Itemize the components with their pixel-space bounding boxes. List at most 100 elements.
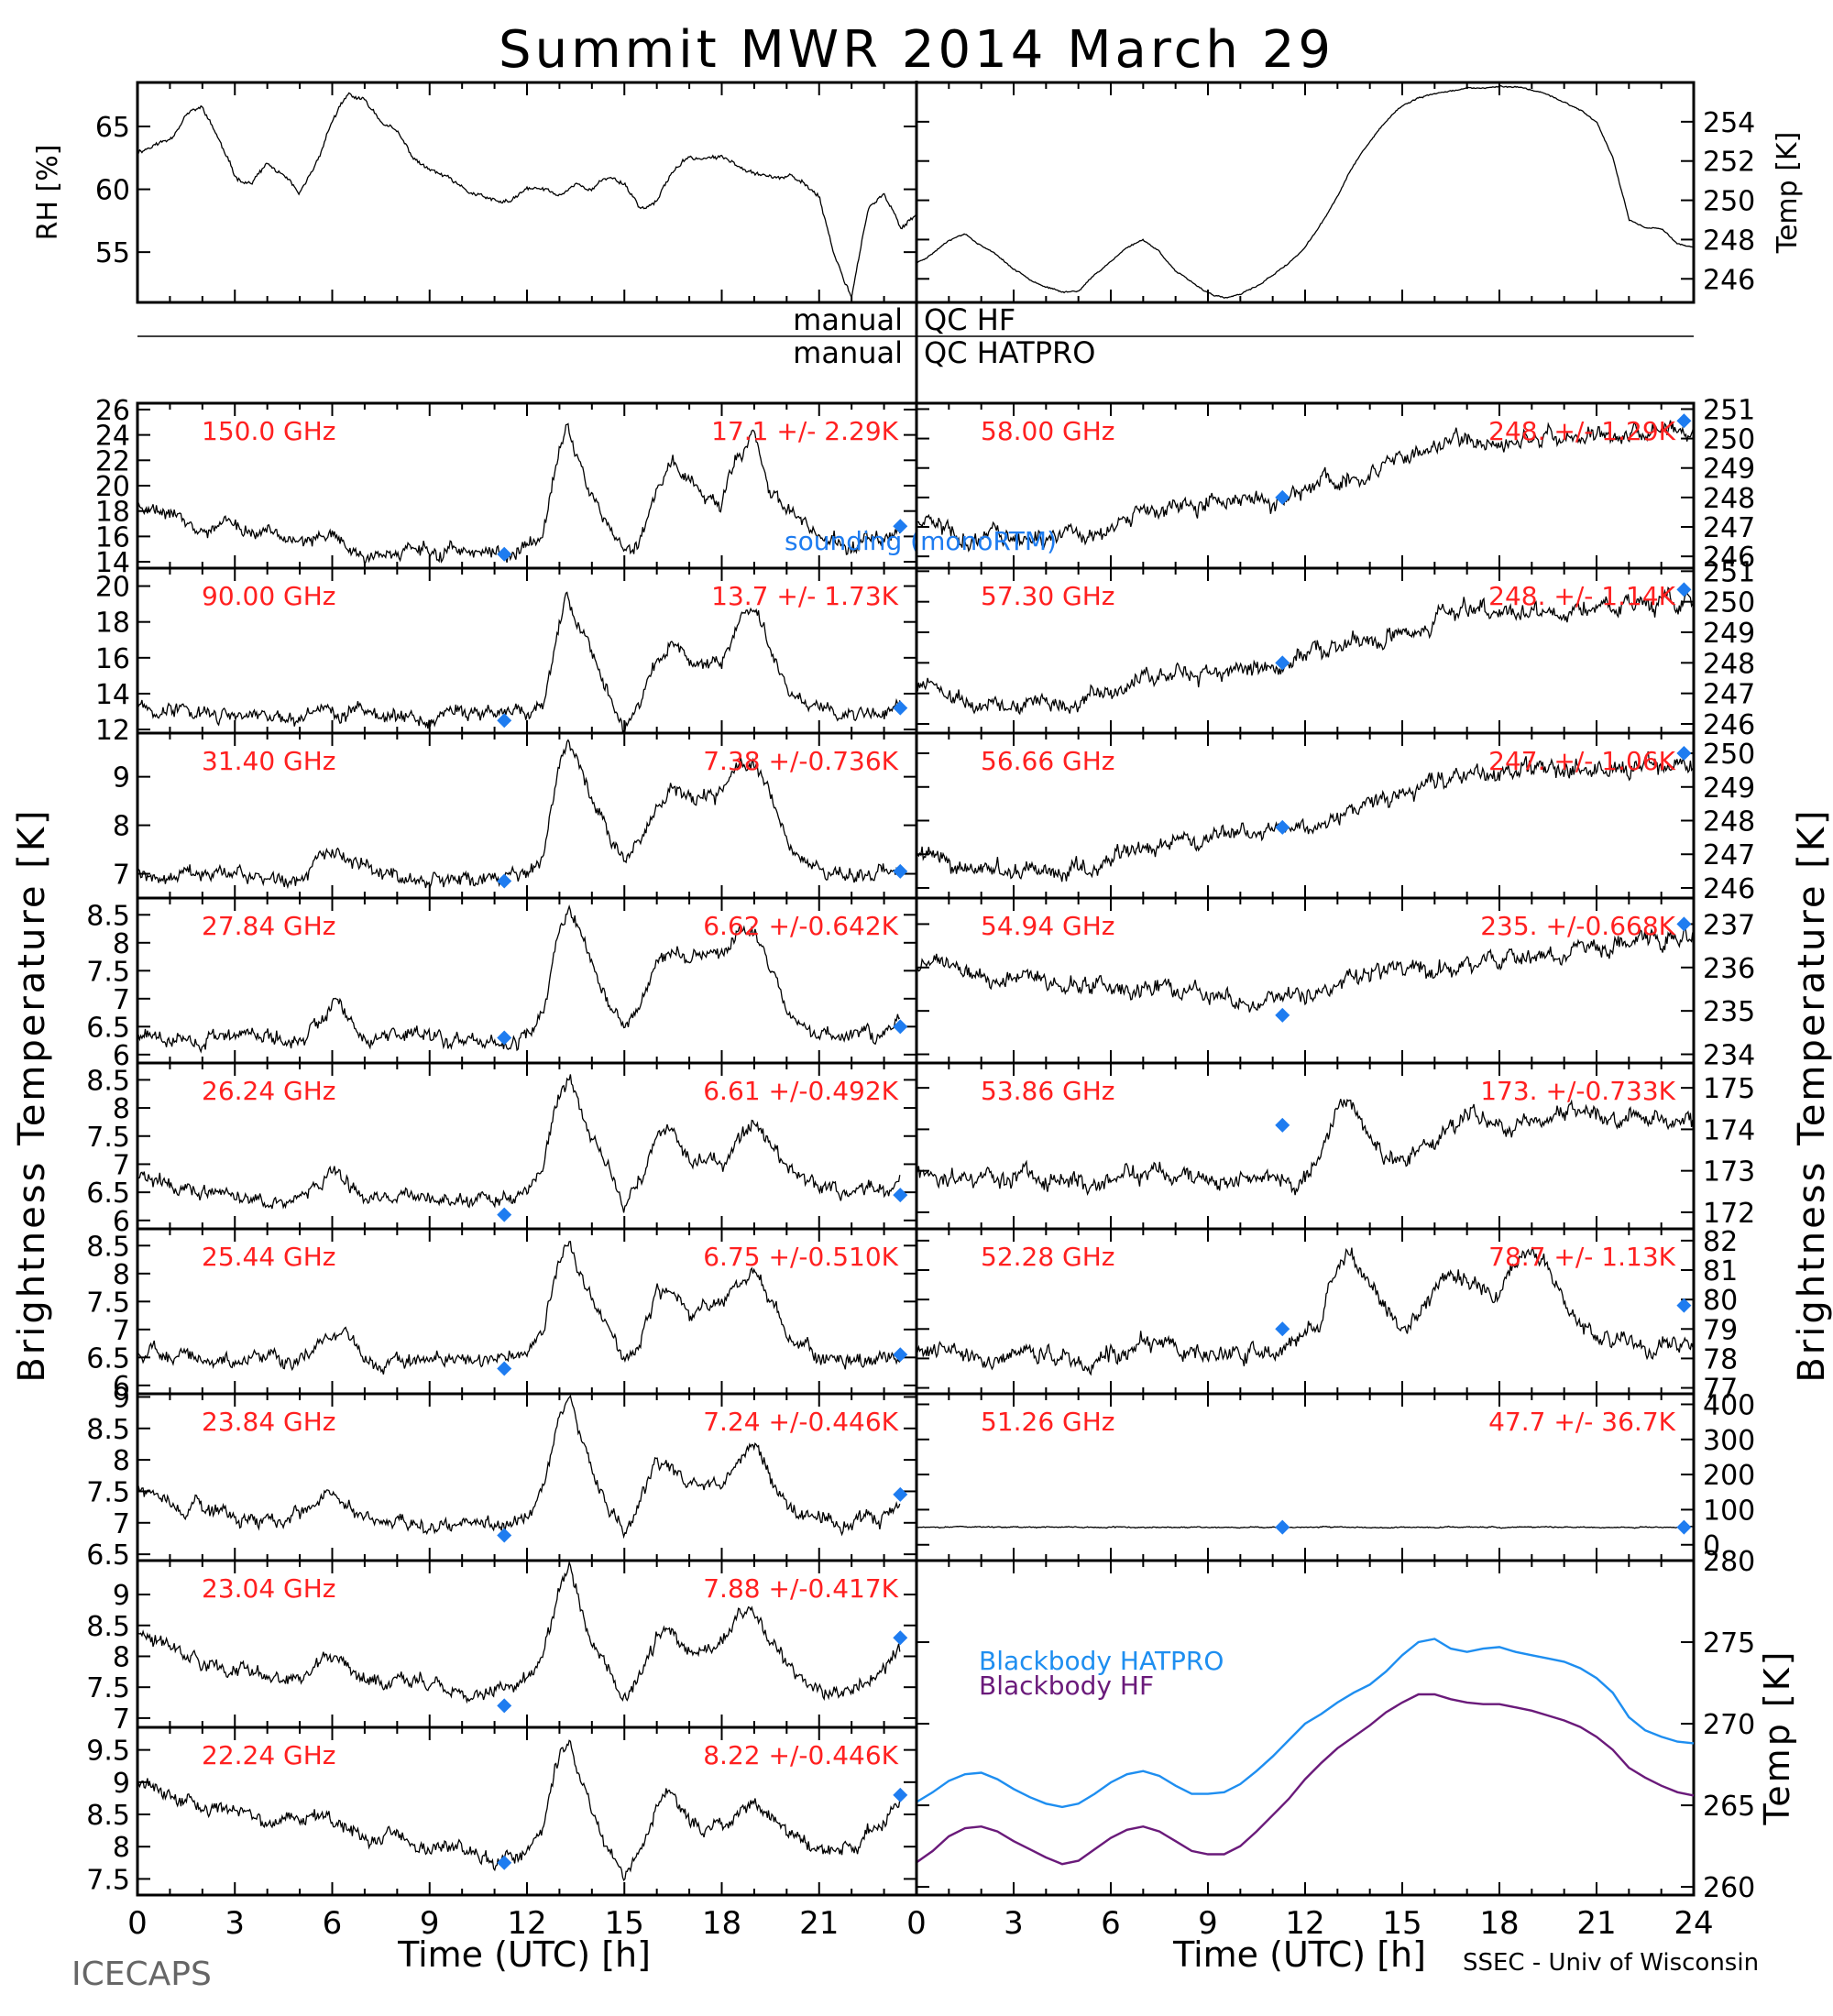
ch_27.84-ytick-label: 7.5 (86, 956, 130, 988)
temp-ytick-label: 250 (1703, 186, 1755, 218)
ch_53.86-channel-label: 53.86 GHz (981, 1076, 1115, 1106)
ch_23.84-trace (137, 1394, 901, 1539)
bb-ytick-label: 280 (1703, 1546, 1755, 1578)
ch_25.44-stats-label: 6.75 +/-0.510K (703, 1242, 898, 1272)
ch_150.0-ytick-label: 18 (95, 497, 130, 529)
x-tick-label-right: 24 (1674, 1905, 1713, 1942)
x-tick-label-left: 9 (420, 1905, 440, 1942)
x-tick-label-left: 6 (323, 1905, 343, 1942)
sounding-legend: sounding (monoRTM) (785, 526, 1057, 556)
ch_31.40-sounding-point-0 (497, 873, 512, 889)
ch_23.84-ytick-label: 8 (113, 1445, 130, 1477)
ch_52.28-channel-label: 52.28 GHz (981, 1242, 1115, 1272)
x-tick-label-left: 12 (507, 1905, 546, 1942)
ch_27.84-channel-label: 27.84 GHz (202, 911, 336, 941)
ch_58.00-ytick-label: 246 (1703, 542, 1755, 574)
x-tick-label-right: 0 (906, 1905, 927, 1942)
ch_27.84-sounding-point-1 (893, 1019, 908, 1035)
ch_58.00-sounding-point-1 (1676, 413, 1692, 429)
ch_26.24-ytick-label: 6.5 (86, 1178, 130, 1210)
ch_23.84-channel-label: 23.84 GHz (202, 1407, 336, 1437)
ch_22.24-trace (137, 1739, 901, 1881)
ch_58.00-ytick-label: 248 (1703, 483, 1755, 515)
ch_52.28-sounding-point-1 (1676, 1298, 1692, 1313)
ch_51.26-stats-label: 47.7 +/- 36.7K (1488, 1407, 1675, 1437)
footer-right: SSEC - Univ of Wisconsin (1463, 1949, 1759, 1977)
ch_150.0-ytick-label: 24 (95, 421, 130, 453)
ch_23.84-ytick-label: 7.5 (86, 1476, 130, 1508)
ch_23.04-stats-label: 7.88 +/-0.417K (703, 1573, 898, 1604)
ch_25.44-ytick-label: 7.5 (86, 1287, 130, 1319)
ch_56.66-ytick-label: 248 (1703, 806, 1755, 838)
ch_56.66-stats-label: 247. +/- 1.06K (1488, 746, 1675, 776)
ch_31.40-ytick-label: 7 (113, 860, 130, 892)
x-tick-label-right: 18 (1479, 1905, 1519, 1942)
temp-ytick-label: 254 (1703, 107, 1755, 139)
ch_52.28-ytick-label: 82 (1703, 1226, 1738, 1258)
ch_57.30-ytick-label: 249 (1703, 618, 1755, 650)
ch_26.24-stats-label: 6.61 +/-0.492K (703, 1076, 898, 1106)
ch_56.66-ytick-label: 250 (1703, 739, 1755, 771)
ch_25.44-channel-label: 25.44 GHz (202, 1242, 336, 1272)
ch_90.00-ytick-label: 12 (95, 715, 130, 747)
ch_57.30-sounding-point-0 (1275, 655, 1290, 671)
ch_150.0-ytick-label: 22 (95, 445, 130, 477)
ch_90.00-trace (137, 591, 901, 732)
ch_54.94-sounding-point-0 (1275, 1007, 1290, 1023)
ch_31.40-sounding-point-1 (893, 863, 908, 879)
rh-panel: 55 60 65 RH [%] (32, 81, 918, 304)
ch_22.24-sounding-point-1 (893, 1787, 908, 1802)
xlabel-right: Time (UTC) [h] (1172, 1934, 1426, 1975)
rh-trace (137, 92, 917, 298)
ch_54.94-sounding-point-1 (1676, 916, 1692, 932)
left-ylabel: Brightness Temperature [K] (11, 807, 53, 1382)
ch_150.0-ytick-label: 26 (95, 395, 130, 427)
ch_23.04-ytick-label: 7.5 (86, 1672, 130, 1704)
qc-hatpro-left: manual (793, 335, 903, 370)
ch_26.24-sounding-point-0 (497, 1207, 512, 1222)
ch_23.04-ytick-label: 8.5 (86, 1611, 130, 1643)
ch_51.26-ytick-label: 100 (1703, 1495, 1755, 1527)
ch_52.28-ytick-label: 77 (1703, 1374, 1738, 1406)
rh-ylabel: RH [%] (32, 145, 64, 241)
ch_23.84-ytick-label: 7 (113, 1508, 130, 1540)
ch_23.84-ytick-label: 9 (113, 1382, 130, 1414)
ch_150.0-sounding-point-1 (893, 519, 908, 534)
rh-frame (136, 81, 918, 304)
rh-ytick-label: 60 (95, 175, 130, 207)
ch_31.40-ytick-label: 9 (113, 762, 130, 794)
bb-ylabel: Temp [K] (1757, 1649, 1797, 1826)
x-tick-labels: 0 3 6 9 12 15 18 21 0 3 6 9 12 15 18 21 24 (127, 1905, 1713, 1942)
ch_58.00-trace (916, 420, 1695, 553)
ch_150.0-ytick-label: 14 (95, 547, 130, 579)
ch_52.28-ytick-label: 81 (1703, 1255, 1738, 1287)
ch_22.24-channel-label: 22.24 GHz (202, 1740, 336, 1770)
ch_26.24-ytick-label: 7 (113, 1149, 130, 1181)
panel-ch_27.84: 66.577.588.5 27.84 GHz 6.62 +/-0.642K (86, 896, 918, 1072)
panel-ch_25.44: 66.577.588.5 25.44 GHz 6.75 +/-0.510K (86, 1227, 918, 1403)
qc-hatpro-right: QC HATPRO (924, 335, 1095, 370)
ch_27.84-ytick-label: 6 (113, 1040, 130, 1072)
ch_150.0-ytick-label: 20 (95, 471, 130, 503)
rh-ytick-label: 55 (95, 237, 130, 269)
qc-hf-right: QC HF (924, 302, 1015, 337)
bb-ytick-label: 265 (1703, 1791, 1755, 1823)
ch_52.28-stats-label: 78.7 +/- 1.13K (1488, 1242, 1675, 1272)
ch_57.30-ytick-label: 246 (1703, 709, 1755, 741)
ch_51.26-trace (916, 1525, 1695, 1529)
ch_56.66-ytick-label: 249 (1703, 772, 1755, 805)
ch_58.00-ytick-label: 249 (1703, 454, 1755, 486)
ch_23.84-ytick-label: 6.5 (86, 1539, 130, 1572)
ch_150.0-sounding-point-0 (497, 546, 512, 562)
ch_23.04-sounding-point-0 (497, 1698, 512, 1714)
ch_26.24-sounding-point-1 (893, 1188, 908, 1203)
bb-legend-1: Blackbody HF (979, 1671, 1154, 1701)
ch_58.00-ytick-label: 250 (1703, 424, 1755, 456)
temp-frame (915, 81, 1696, 304)
ch_22.24-ytick-label: 7.5 (86, 1864, 130, 1896)
ch_57.30-ytick-label: 247 (1703, 679, 1755, 711)
figure-title: Summit MWR 2014 March 29 (499, 20, 1334, 80)
bb-frame (915, 1559, 1696, 1897)
